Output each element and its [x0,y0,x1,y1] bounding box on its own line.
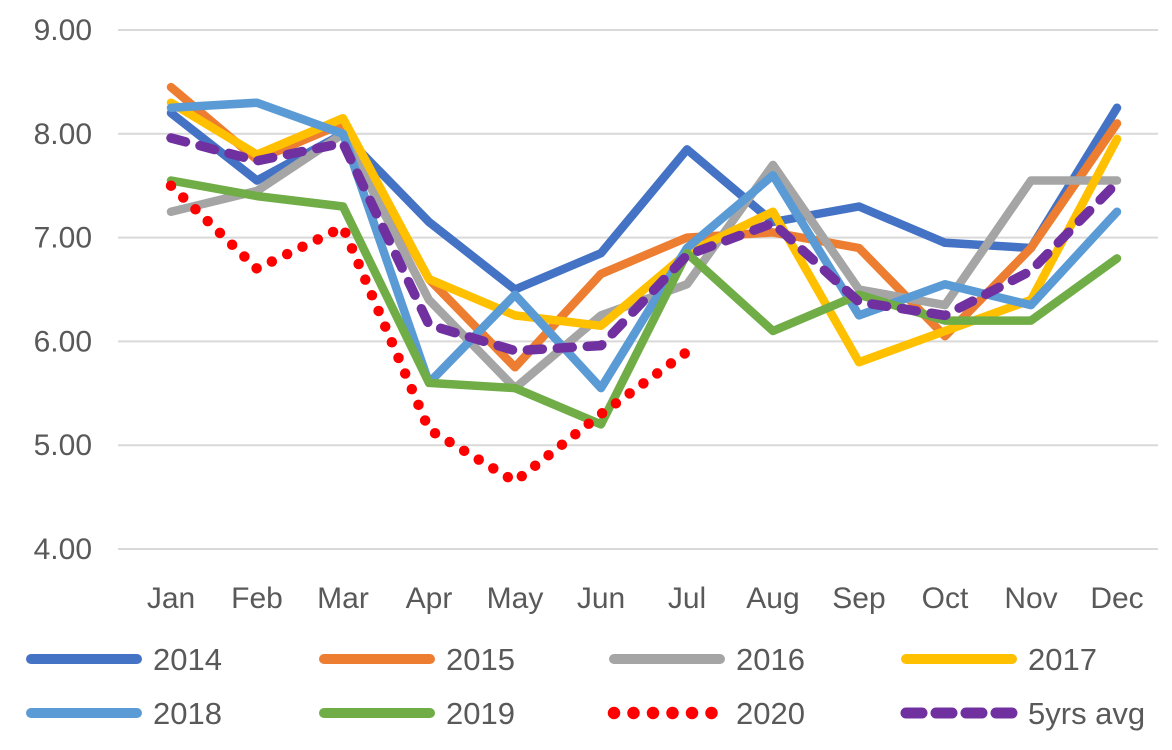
legend-label: 2016 [736,642,805,677]
x-axis-tick-label-jun: Jun [577,582,625,615]
y-axis-tick-label: 8.00 [34,118,92,151]
y-axis-tick-label: 4.00 [34,533,92,566]
legend-label: 2019 [446,696,515,731]
legend-item-2014[interactable]: 2014 [26,642,222,677]
legend-item-2020[interactable]: 2020 [607,696,805,731]
legend-label: 2014 [153,642,222,677]
legend-label: 2018 [153,696,222,731]
legend-label: 2015 [446,642,515,677]
y-axis-tick-label: 7.00 [34,222,92,255]
legend-item-2015[interactable]: 2015 [319,642,515,677]
series-line-2016[interactable] [166,129,1122,393]
legend-item-2018[interactable]: 2018 [26,696,222,731]
legend-item-5yrs-avg[interactable]: 5yrs avg [900,696,1145,731]
x-axis-tick-label-oct: Oct [922,582,969,615]
legend-item-2017[interactable]: 2017 [901,642,1097,677]
legend-item-2016[interactable]: 2016 [609,642,805,677]
x-axis-tick-label-nov: Nov [1004,582,1057,615]
y-axis-tick-label: 6.00 [34,325,92,358]
series-line-2018[interactable] [166,98,1122,393]
x-axis-tick-label-feb: Feb [231,582,283,615]
x-axis-tick-label-may: May [487,582,544,615]
series-line-5yrs-avg[interactable] [166,133,1122,356]
legend-label: 2020 [736,696,805,731]
series-line-2020[interactable] [165,180,693,487]
x-axis-tick-label-sep: Sep [832,582,885,615]
legend-item-2019[interactable]: 2019 [319,696,515,731]
x-axis-tick-label-apr: Apr [406,582,453,615]
y-axis-tick-label: 5.00 [34,429,92,462]
legend-label: 5yrs avg [1028,696,1145,731]
x-axis-tick-label-dec: Dec [1090,582,1143,615]
x-axis-tick-label-mar: Mar [317,582,369,615]
x-axis-tick-label-jul: Jul [668,582,706,615]
series-line-2019[interactable] [166,176,1122,429]
y-axis-tick-label: 9.00 [34,14,92,47]
legend-label: 2017 [1028,642,1097,677]
x-axis-tick-label-aug: Aug [746,582,799,615]
x-axis-tick-label-jan: Jan [147,582,195,615]
